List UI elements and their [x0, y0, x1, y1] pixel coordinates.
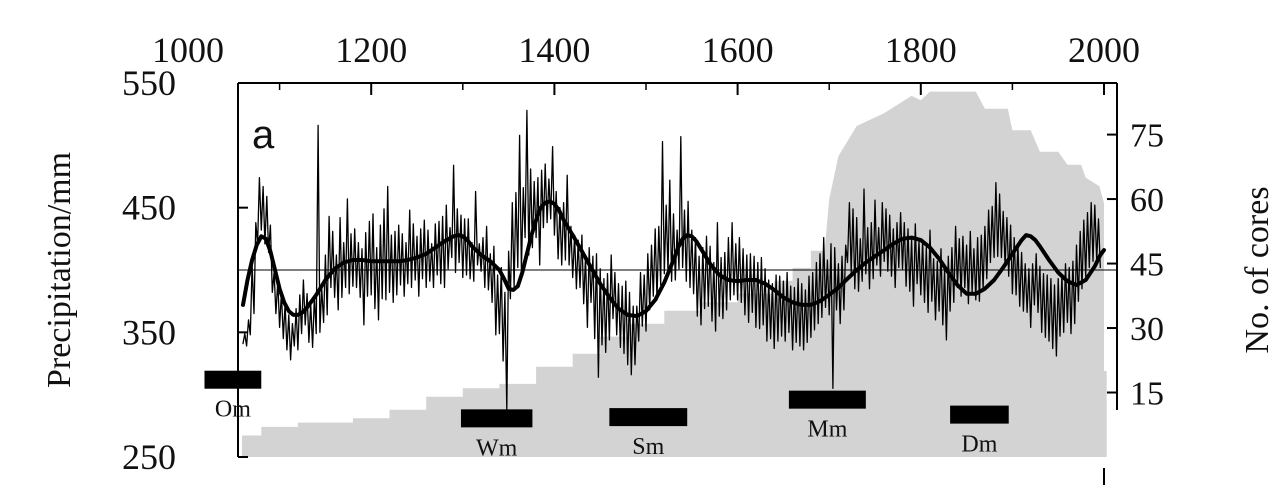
- x-tick-label: 1200: [335, 30, 407, 70]
- y-right-tick-label: 45: [1130, 247, 1164, 284]
- x-tick-label: 1600: [702, 30, 774, 70]
- x-tick-label: 1000: [152, 30, 224, 70]
- period-markers-layer: Om Wm Sm Mm Dm: [204, 370, 1009, 461]
- panel-label: a: [252, 113, 275, 157]
- y-left-tick-label: 250: [122, 437, 176, 477]
- x-tick-label: 2000: [1068, 30, 1140, 70]
- sample-depth-area: [242, 91, 1107, 457]
- smoothed-precipitation-line: [241, 199, 1106, 319]
- period-bar-mm: [788, 390, 866, 409]
- y-axis-left-title: Precipitation/mm: [41, 152, 78, 388]
- y-right-tick-label: 15: [1130, 376, 1164, 413]
- period-bar-sm: [609, 408, 688, 427]
- y-right-tick-label: 60: [1130, 182, 1164, 219]
- period-label-om: Om: [215, 397, 251, 423]
- period-bar-om: [204, 370, 262, 389]
- y-left-tick-label: 350: [122, 312, 176, 352]
- period-label-mm: Mm: [807, 417, 847, 443]
- y-left-tick-label: 450: [122, 188, 176, 228]
- x-tick-label: 1800: [885, 30, 957, 70]
- y-left-tick-label: 550: [122, 63, 176, 103]
- y-axis-right-title: No. of cores: [1239, 186, 1276, 353]
- period-label-dm: Dm: [961, 432, 997, 458]
- period-label-sm: Sm: [632, 434, 664, 460]
- series-layer: [241, 109, 1106, 411]
- x-tick-label: 1400: [518, 30, 590, 70]
- y-right-tick-label: 75: [1130, 118, 1164, 155]
- sample-depth-area-layer: [242, 91, 1107, 457]
- period-bar-dm: [950, 405, 1009, 424]
- period-bar-wm: [460, 409, 533, 428]
- axes-layer: 1000 1200 1400 1600 1800 2000 250 350 450 550 15 30…: [122, 30, 1164, 485]
- period-label-wm: Wm: [476, 435, 518, 461]
- labels-layer: a Precipitation/mm No. of cores: [41, 113, 1276, 388]
- y-right-tick-label: 30: [1130, 311, 1164, 348]
